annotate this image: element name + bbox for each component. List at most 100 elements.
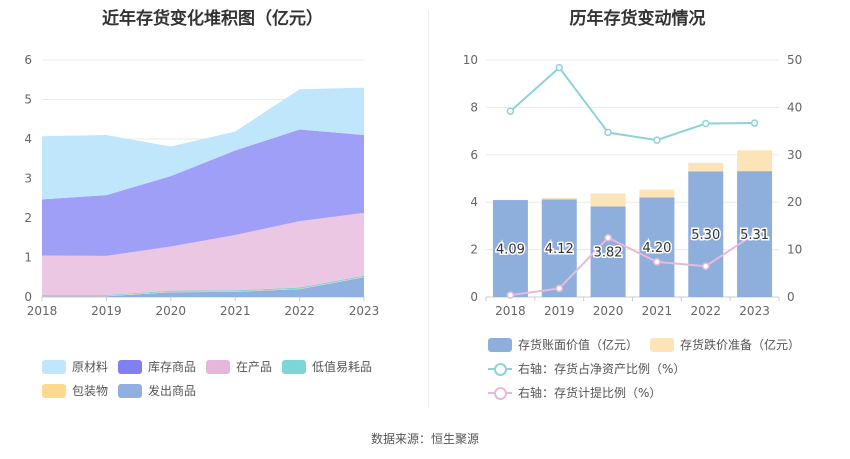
- area-原材料: [42, 87, 364, 200]
- line-point: [555, 63, 563, 72]
- bar-data-label: 4.20: [642, 241, 671, 256]
- y2-tick-label: 20: [787, 195, 802, 209]
- area-发出商品: [42, 277, 364, 297]
- legend-line-swatch: [488, 386, 512, 400]
- line-右轴：存货计提比例（%）: [510, 233, 756, 297]
- bar-book-value: [492, 200, 528, 297]
- legend-item-book-value[interactable]: 存货账面价值（亿元）: [488, 336, 638, 353]
- x-tick-label: 2020: [593, 304, 624, 318]
- y-tick-label: 0: [470, 290, 478, 304]
- line-右轴：存货占净资产比例（%）: [509, 66, 755, 142]
- line-point: [702, 262, 710, 270]
- x-tick-label: 2019: [544, 304, 575, 318]
- legend-swatch: [282, 359, 306, 374]
- legend-swatch: [206, 359, 230, 374]
- line-point: [555, 284, 563, 293]
- legend-item-finished-goods[interactable]: 库存商品: [118, 358, 196, 375]
- line-point: [604, 128, 612, 137]
- line-point: [506, 107, 515, 115]
- legend-line-swatch: [488, 362, 512, 376]
- legend-label: 右轴：存货计提比例（%）: [518, 386, 662, 400]
- bar-book-value: [541, 199, 577, 297]
- legend-item-ratio-net-assets[interactable]: 右轴：存货占净资产比例（%）: [488, 360, 685, 377]
- y-tick-label: 5: [24, 93, 32, 107]
- legend-swatch: [42, 359, 66, 374]
- bar-book-value: [639, 197, 675, 297]
- y-tick-label: 6: [24, 53, 32, 67]
- y2-tick-label: 0: [787, 290, 795, 304]
- legend-label: 包装物: [72, 384, 109, 398]
- y-tick-label: 4: [470, 195, 478, 209]
- line-point: [750, 119, 759, 127]
- legend-label: 在产品: [236, 360, 273, 374]
- x-tick-label: 2018: [495, 304, 526, 318]
- line-point: [750, 230, 759, 238]
- x-tick-label: 2020: [156, 304, 187, 318]
- x-tick-label: 2018: [27, 304, 58, 318]
- line-point: [653, 258, 661, 266]
- line-point: [604, 234, 612, 242]
- line-point: [653, 136, 661, 144]
- legend-label: 存货账面价值（亿元）: [518, 338, 639, 352]
- legend-label: 低值易耗品: [312, 360, 373, 374]
- x-tick-label: 2023: [739, 304, 770, 318]
- data-source: 数据来源：恒生聚源: [370, 432, 479, 446]
- bar-impairment: [590, 193, 626, 207]
- y-tick-label: 2: [470, 243, 478, 257]
- y-tick-label: 4: [24, 132, 32, 146]
- area-在产品: [42, 212, 364, 296]
- y2-tick-label: 10: [787, 243, 802, 257]
- legend-item-impairment[interactable]: 存货跌价准备（亿元）: [650, 336, 800, 353]
- legend-item-low-value[interactable]: 低值易耗品: [282, 358, 372, 375]
- line-point: [702, 119, 710, 128]
- bar-book-value: [590, 206, 626, 297]
- y-tick-label: 2: [24, 211, 32, 225]
- line-point: [506, 291, 515, 299]
- area-库存商品: [42, 129, 364, 256]
- bar-impairment: [688, 162, 724, 172]
- legend-label: 原材料: [72, 360, 109, 374]
- bar-legend: 存货账面价值（亿元） 存货跌价准备（亿元） 右轴：存货占净资产比例（%） 右轴：…: [488, 336, 838, 402]
- y-tick-label: 10: [463, 53, 478, 67]
- bar-data-label: 5.31: [740, 228, 769, 243]
- legend-item-goods-shipped[interactable]: 发出商品: [118, 382, 196, 399]
- bar-impairment: [541, 197, 577, 200]
- x-tick-label: 2021: [220, 304, 251, 318]
- legend-label: 发出商品: [148, 384, 197, 398]
- bar-impairment: [737, 150, 773, 172]
- y-tick-label: 1: [24, 251, 32, 265]
- legend-swatch: [650, 337, 674, 352]
- bar-data-label: 4.09: [496, 243, 525, 258]
- bar-data-label: 4.12: [545, 242, 574, 257]
- bar-data-label: 3.82: [594, 246, 623, 261]
- y-tick-label: 0: [24, 290, 32, 304]
- legend-swatch: [118, 383, 142, 398]
- legend-item-wip[interactable]: 在产品: [206, 358, 272, 375]
- y-tick-label: 6: [470, 148, 478, 162]
- legend-item-provision-ratio[interactable]: 右轴：存货计提比例（%）: [488, 384, 661, 401]
- bar-book-value: [688, 171, 724, 297]
- bar-chart-title: 历年存货变动情况: [569, 9, 706, 29]
- legend-label: 库存商品: [148, 360, 197, 374]
- bar-impairment: [639, 189, 675, 198]
- bar-data-label: 5.30: [691, 228, 720, 243]
- y2-tick-label: 50: [787, 53, 802, 67]
- y-tick-label: 8: [470, 100, 478, 114]
- area-legend: 原材料 库存商品 在产品 低值易耗品 包装物 发出商品: [42, 358, 402, 398]
- y-tick-label: 3: [24, 172, 32, 186]
- y2-tick-label: 30: [787, 148, 802, 162]
- x-tick-label: 2022: [284, 304, 315, 318]
- x-tick-label: 2021: [642, 304, 673, 318]
- x-tick-label: 2022: [690, 304, 721, 318]
- legend-label: 存货跌价准备（亿元）: [680, 338, 801, 352]
- x-tick-label: 2019: [91, 304, 122, 318]
- legend-swatch: [42, 383, 66, 398]
- x-tick-label: 2023: [349, 304, 380, 318]
- legend-swatch: [488, 337, 512, 352]
- stacked-area-title: 近年存货变化堆积图（亿元）: [102, 9, 323, 29]
- legend-item-packaging[interactable]: 包装物: [42, 382, 108, 399]
- y2-tick-label: 40: [787, 100, 802, 114]
- legend-item-raw-materials[interactable]: 原材料: [42, 358, 108, 375]
- panel-divider: [428, 10, 429, 408]
